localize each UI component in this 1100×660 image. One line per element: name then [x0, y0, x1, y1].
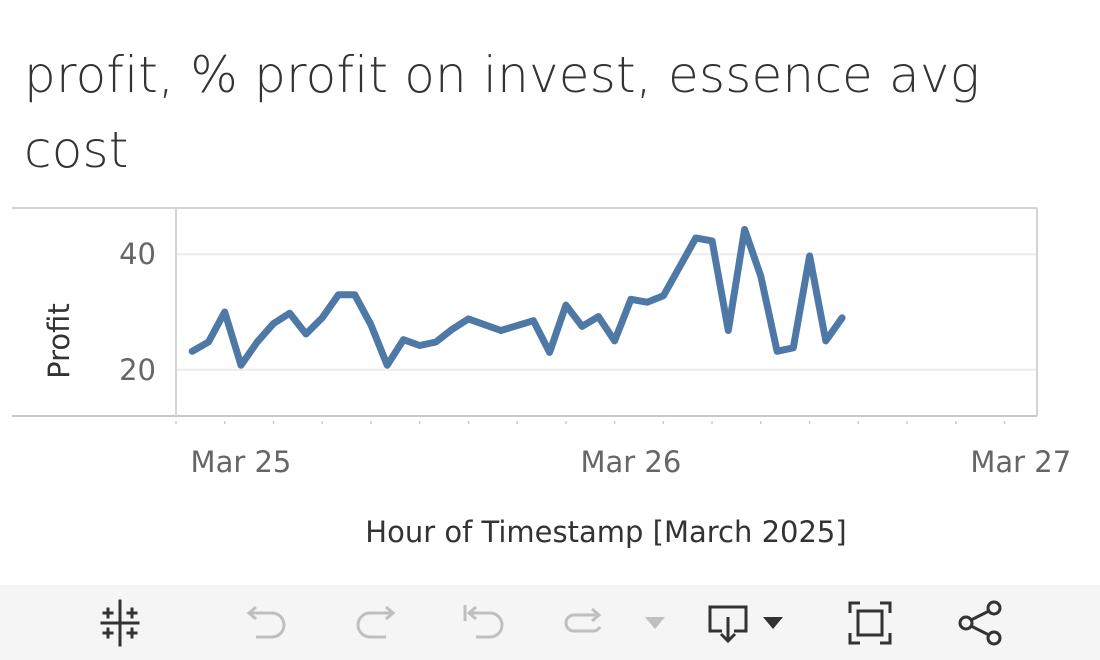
- data-point[interactable]: [398, 335, 408, 345]
- data-point[interactable]: [658, 291, 668, 301]
- data-point[interactable]: [593, 312, 603, 322]
- series-line-profit[interactable]: [188, 225, 846, 369]
- data-point[interactable]: [415, 341, 425, 351]
- data-point[interactable]: [366, 320, 376, 330]
- data-point[interactable]: [740, 224, 750, 234]
- data-point[interactable]: [675, 262, 685, 272]
- data-point[interactable]: [252, 337, 262, 347]
- refresh-icon[interactable]: [558, 585, 610, 660]
- data-point[interactable]: [707, 236, 717, 246]
- dropdown-caret-icon[interactable]: [760, 585, 786, 660]
- gridlines: [176, 253, 1037, 371]
- data-point[interactable]: [528, 316, 538, 326]
- data-point[interactable]: [626, 294, 636, 304]
- data-point[interactable]: [545, 347, 555, 357]
- chart-title: profit, % profit on invest, essence avg …: [24, 46, 980, 179]
- data-point[interactable]: [268, 319, 278, 329]
- data-point[interactable]: [431, 337, 441, 347]
- data-point[interactable]: [187, 346, 197, 356]
- data-point[interactable]: [723, 325, 733, 335]
- data-point[interactable]: [317, 313, 327, 323]
- series: [187, 224, 847, 370]
- tableau-logo-icon[interactable]: [94, 585, 146, 660]
- x-tick-label: Mar 25: [191, 445, 292, 479]
- undo-icon[interactable]: [240, 585, 292, 660]
- data-point[interactable]: [220, 307, 230, 317]
- data-point[interactable]: [382, 360, 392, 370]
- share-icon[interactable]: [954, 585, 1006, 660]
- data-point[interactable]: [333, 290, 343, 300]
- data-point[interactable]: [301, 329, 311, 339]
- data-point[interactable]: [236, 360, 246, 370]
- data-point[interactable]: [642, 297, 652, 307]
- data-point[interactable]: [463, 314, 473, 324]
- data-point[interactable]: [821, 336, 831, 346]
- y-tick-label: 40: [119, 237, 156, 271]
- data-point[interactable]: [285, 308, 295, 318]
- data-point[interactable]: [691, 233, 701, 243]
- data-point[interactable]: [561, 300, 571, 310]
- data-point[interactable]: [837, 313, 847, 323]
- x-tick-label: Mar 26: [580, 445, 681, 479]
- dropdown-caret-icon[interactable]: [642, 585, 668, 660]
- revert-icon[interactable]: [458, 585, 510, 660]
- redo-icon[interactable]: [350, 585, 402, 660]
- fullscreen-icon[interactable]: [844, 585, 896, 660]
- data-point[interactable]: [610, 336, 620, 346]
- data-point[interactable]: [788, 343, 798, 353]
- data-point[interactable]: [447, 324, 457, 334]
- y-tick-label: 20: [119, 353, 156, 387]
- data-point[interactable]: [496, 325, 506, 335]
- chart-frame: [12, 207, 1038, 417]
- data-point[interactable]: [772, 346, 782, 356]
- x-axis-ticks: Mar 25 Mar 26 Mar 27: [175, 421, 1071, 479]
- x-tick-label: Mar 27: [970, 445, 1071, 479]
- download-icon[interactable]: [704, 585, 752, 660]
- toolbar: [0, 585, 1100, 660]
- data-point[interactable]: [805, 251, 815, 261]
- data-point[interactable]: [350, 290, 360, 300]
- data-point[interactable]: [577, 321, 587, 331]
- x-axis-title: Hour of Timestamp [March 2025]: [365, 515, 846, 549]
- data-point[interactable]: [203, 337, 213, 347]
- data-point[interactable]: [756, 271, 766, 281]
- y-axis-title: Profit: [42, 303, 76, 379]
